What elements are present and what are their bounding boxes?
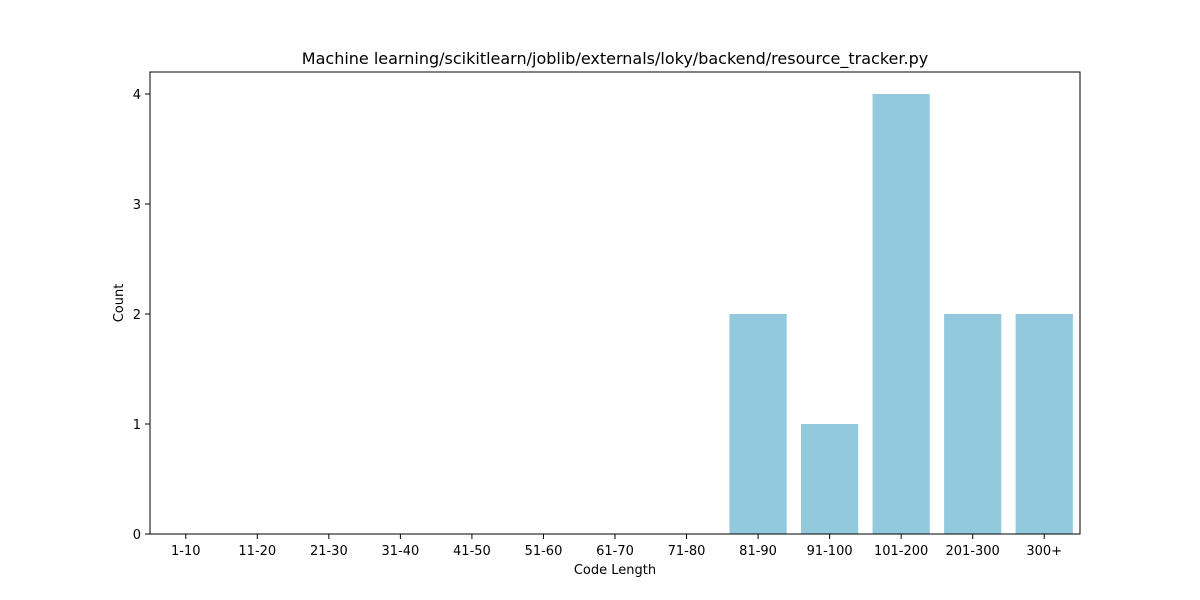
y-tick-label: 1 — [133, 418, 141, 433]
x-tick-label: 51-60 — [525, 544, 563, 559]
x-tick-label: 41-50 — [453, 544, 491, 559]
y-tick-label: 4 — [133, 88, 141, 103]
x-axis-label: Code Length — [574, 563, 656, 578]
x-tick-label: 101-200 — [874, 544, 928, 559]
bar-300+ — [1015, 314, 1073, 534]
x-tick-label: 71-80 — [668, 544, 706, 559]
x-axis-ticks: 1-10 11-20 21-30 31-40 41-50 51-60 61-70 71-80 8… — [171, 534, 1062, 559]
x-tick-label: 300+ — [1026, 544, 1062, 559]
y-tick-label: 2 — [133, 308, 141, 323]
y-axis-label: Count — [112, 284, 127, 323]
x-tick-label: 31-40 — [381, 544, 419, 559]
bar-101-200 — [872, 94, 930, 534]
y-tick-label: 3 — [133, 198, 141, 213]
x-tick-label: 201-300 — [946, 544, 1000, 559]
bar-91-100 — [801, 424, 859, 534]
x-tick-label: 1-10 — [171, 544, 201, 559]
y-axis-ticks: 0 1 2 3 4 — [133, 88, 150, 543]
chart-title: Machine learning/scikitlearn/joblib/exte… — [302, 49, 928, 69]
bar-201-300 — [944, 314, 1002, 534]
plot-frame — [149, 71, 1081, 535]
x-tick-label: 81-90 — [739, 544, 777, 559]
x-tick-label: 61-70 — [596, 544, 634, 559]
bar-81-90 — [729, 314, 787, 534]
x-tick-label: 21-30 — [310, 544, 348, 559]
y-tick-label: 0 — [133, 528, 141, 543]
x-tick-label: 11-20 — [238, 544, 276, 559]
x-tick-label: 91-100 — [807, 544, 853, 559]
bars-layer — [729, 94, 1073, 534]
